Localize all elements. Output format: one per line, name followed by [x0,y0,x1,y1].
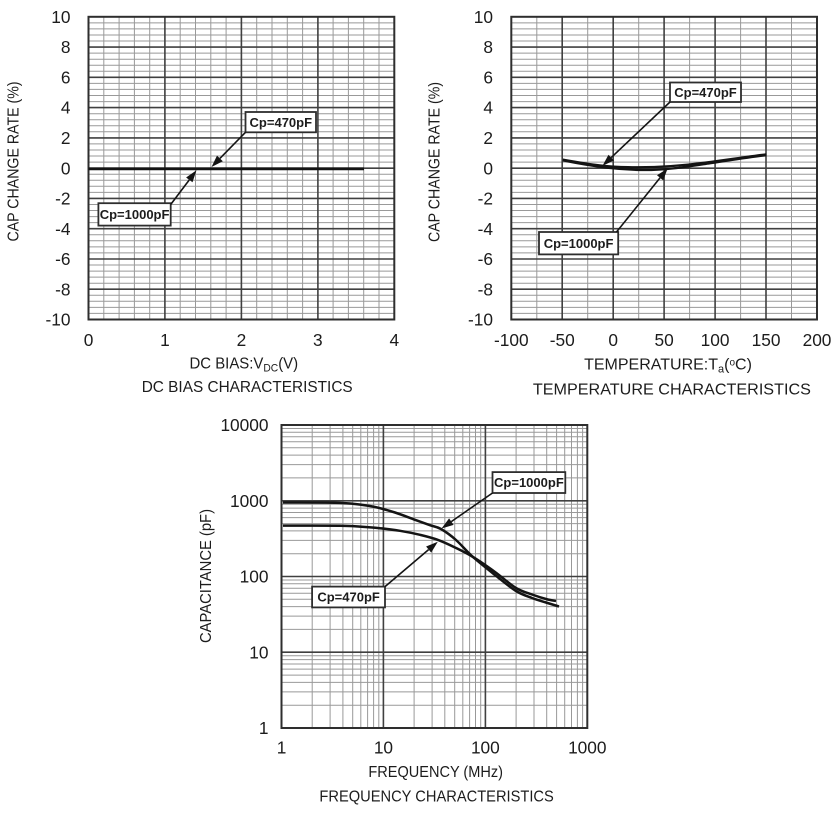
svg-text:-50: -50 [550,330,575,350]
svg-text:1000: 1000 [568,738,606,758]
svg-text:DC BIAS CHARACTERISTICS: DC BIAS CHARACTERISTICS [142,379,353,396]
svg-text:3: 3 [313,330,323,350]
svg-text:1000: 1000 [230,491,268,511]
svg-text:4: 4 [389,330,399,350]
svg-text:-8: -8 [55,279,70,299]
svg-text:2: 2 [61,128,71,148]
svg-text:CAP CHANGE RATE (%): CAP CHANGE RATE (%) [6,82,23,242]
svg-text:-4: -4 [478,219,494,239]
svg-text:100: 100 [471,738,500,758]
svg-text:-10: -10 [46,310,71,330]
svg-text:100: 100 [240,567,269,587]
svg-text:2: 2 [237,330,247,350]
svg-text:-6: -6 [55,249,70,269]
svg-text:-10: -10 [468,310,493,330]
svg-text:CAP CHANGE RATE (%): CAP CHANGE RATE (%) [427,82,444,242]
svg-text:DC BIAS:VDC(V): DC BIAS:VDC(V) [189,355,298,375]
svg-text:CAPACITANCE (pF): CAPACITANCE (pF) [198,509,215,643]
svg-text:Cp=470pF: Cp=470pF [250,115,313,130]
svg-text:6: 6 [483,67,493,87]
svg-text:-8: -8 [478,279,493,299]
svg-text:8: 8 [61,37,71,57]
svg-text:Cp=1000pF: Cp=1000pF [494,475,564,490]
svg-text:0: 0 [84,330,94,350]
svg-text:Cp=470pF: Cp=470pF [674,85,737,100]
svg-text:100: 100 [701,330,730,350]
svg-text:-100: -100 [494,330,529,350]
svg-text:4: 4 [483,98,493,118]
svg-text:0: 0 [61,158,71,178]
svg-text:Cp=470pF: Cp=470pF [317,590,380,605]
svg-text:8: 8 [483,37,493,57]
svg-text:1: 1 [259,718,269,738]
svg-text:200: 200 [803,330,832,350]
svg-text:150: 150 [752,330,781,350]
svg-text:0: 0 [608,330,618,350]
svg-text:2: 2 [483,128,493,148]
svg-text:1: 1 [277,738,287,758]
svg-text:TEMPERATURE:Ta(oC): TEMPERATURE:Ta(oC) [584,357,752,376]
svg-text:TEMPERATURE CHARACTERISTICS: TEMPERATURE CHARACTERISTICS [533,382,811,399]
svg-text:Cp=1000pF: Cp=1000pF [100,207,170,222]
svg-text:10000: 10000 [220,415,268,435]
svg-text:0: 0 [483,158,493,178]
svg-text:-2: -2 [55,189,70,209]
svg-text:FREQUENCY CHARACTERISTICS: FREQUENCY CHARACTERISTICS [319,789,553,806]
svg-text:10: 10 [374,738,393,758]
svg-text:FREQUENCY (MHz): FREQUENCY (MHz) [368,764,503,781]
svg-text:10: 10 [474,7,493,27]
svg-text:1: 1 [160,330,170,350]
svg-text:6: 6 [61,67,71,87]
svg-text:10: 10 [51,7,70,27]
svg-text:Cp=1000pF: Cp=1000pF [544,236,614,251]
svg-text:10: 10 [249,642,268,662]
svg-text:-4: -4 [55,219,71,239]
svg-text:4: 4 [61,98,71,118]
svg-text:-2: -2 [478,189,493,209]
svg-text:50: 50 [655,330,674,350]
svg-text:-6: -6 [478,249,493,269]
